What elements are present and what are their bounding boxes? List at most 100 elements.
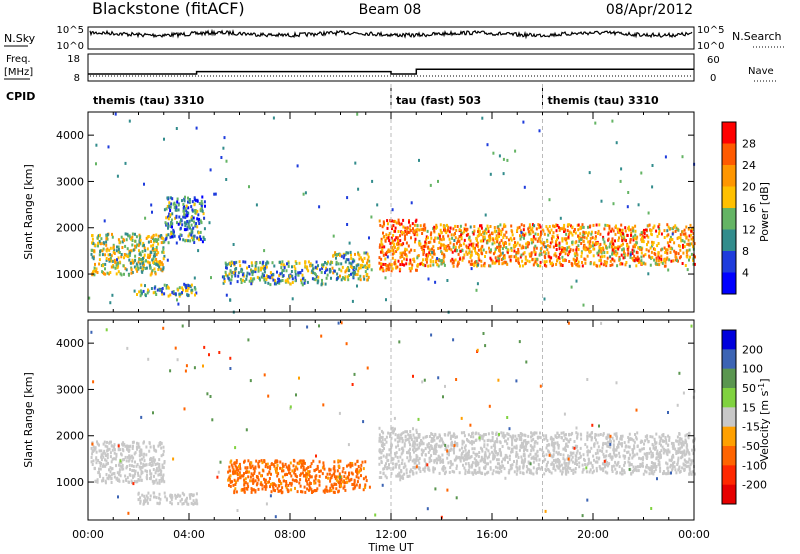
velocity-cell	[591, 471, 594, 475]
velocity-cell	[422, 436, 425, 440]
velocity-cell	[567, 461, 570, 465]
power-cell	[473, 229, 476, 233]
velocity-cell	[339, 480, 342, 484]
velocity-cell	[687, 460, 690, 464]
power-cell	[665, 248, 667, 252]
velocity-cell	[340, 475, 343, 479]
velocity-cell	[520, 445, 523, 449]
velocity-cell	[322, 489, 325, 493]
power-cell	[272, 278, 275, 282]
power-cell	[183, 221, 186, 225]
velocity-cell	[643, 442, 645, 446]
power-cell	[578, 236, 580, 240]
power-cell	[667, 233, 670, 237]
velocity-cell	[545, 434, 548, 438]
power-cell	[399, 243, 402, 247]
power-cell	[471, 230, 474, 234]
power-cell	[528, 223, 531, 227]
velocity-cell	[90, 460, 93, 464]
power-cell	[643, 228, 645, 232]
velocity-cell	[162, 478, 165, 482]
velocity-cell	[132, 464, 135, 468]
power-cell	[585, 236, 588, 240]
velocity-cell	[613, 432, 616, 436]
power-cell	[642, 231, 645, 235]
velocity-cell	[426, 445, 429, 449]
power-cell	[688, 258, 690, 262]
power-cell	[196, 225, 199, 229]
power-cell	[472, 242, 475, 246]
power-cell	[467, 246, 470, 250]
velocity-cell	[442, 442, 445, 446]
velocity-cell	[511, 443, 514, 447]
power-cell	[468, 235, 471, 239]
power-cell	[622, 256, 625, 260]
velocity-cell	[689, 470, 692, 474]
velocity-cell	[635, 437, 638, 441]
power-cell	[652, 226, 655, 230]
power-cell	[428, 251, 431, 255]
velocity-cell	[233, 478, 236, 482]
velocity-cell	[381, 449, 384, 452]
velocity-cell	[265, 485, 268, 489]
velocity-cell	[688, 457, 691, 461]
power-cell	[531, 257, 534, 261]
velocity-cell	[452, 448, 455, 452]
velocity-cell	[90, 446, 93, 450]
power-cell	[152, 254, 155, 258]
power-cell	[385, 236, 388, 240]
power-cell	[165, 207, 168, 211]
power-cell	[378, 256, 381, 260]
velocity-cell	[532, 437, 535, 441]
velocity-cell	[535, 470, 538, 474]
power-cell	[552, 231, 555, 235]
power-cell	[167, 294, 170, 298]
velocity-cell	[424, 447, 427, 451]
power-cell	[183, 197, 186, 201]
power-cell	[365, 266, 368, 269]
power-cell	[558, 252, 561, 256]
velocity-cell	[601, 446, 604, 450]
velocity-cell	[125, 479, 128, 482]
velocity-cell	[280, 481, 282, 485]
power-cell	[106, 233, 109, 236]
power-cell	[116, 266, 119, 270]
power-cell	[666, 234, 669, 238]
power-cell	[631, 252, 634, 255]
power-cell	[597, 249, 600, 253]
power-cell	[499, 223, 502, 227]
velocity-cell	[163, 491, 166, 495]
power-cell	[230, 271, 233, 275]
power-cell	[112, 250, 115, 254]
power-cell	[286, 262, 288, 266]
power-cell	[493, 229, 496, 233]
power-cell	[396, 265, 399, 269]
power-cell	[563, 227, 566, 231]
power-cell	[493, 261, 496, 265]
power-cell	[390, 236, 393, 240]
velocity-cell	[449, 437, 452, 441]
velocity-cell	[343, 481, 346, 485]
velocity-cell	[154, 463, 157, 466]
velocity-cell	[288, 467, 291, 471]
power-cell-scatter	[520, 230, 523, 234]
velocity-cell	[314, 481, 317, 485]
velocity-cell	[293, 479, 296, 483]
power-cell	[386, 226, 389, 230]
velocity-cell	[567, 470, 570, 474]
power-cell	[269, 283, 272, 287]
power-cell	[505, 230, 508, 234]
power-cell	[575, 248, 578, 252]
power-cell-scatter	[294, 272, 297, 276]
power-cell	[623, 238, 626, 242]
velocity-cell	[410, 438, 413, 442]
power-cell	[466, 246, 469, 250]
power-cell	[146, 247, 149, 251]
velocity-cell	[263, 459, 266, 463]
velocity-cell	[139, 475, 142, 479]
velocity-cell	[478, 438, 481, 442]
velocity-cell	[659, 451, 662, 454]
power-cell	[427, 254, 429, 258]
velocity-cell	[235, 466, 238, 469]
velocity-cell	[599, 467, 602, 471]
